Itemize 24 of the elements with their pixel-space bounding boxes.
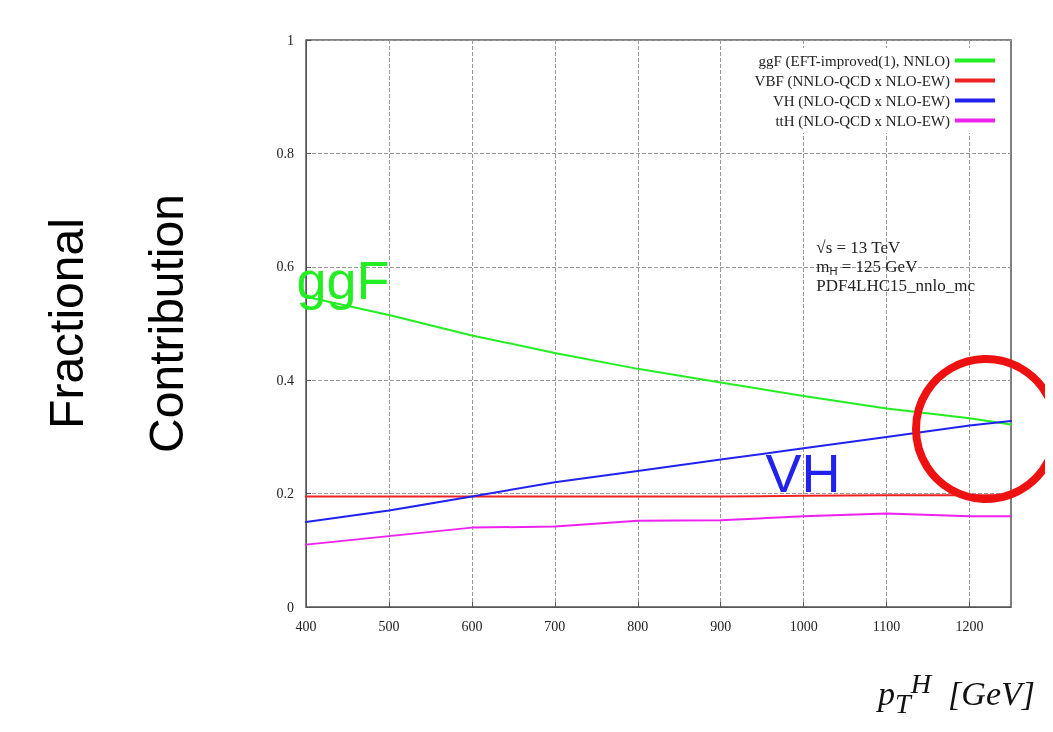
- x-tick-label: 1000: [789, 618, 818, 634]
- legend-label: ttH (NLO-QCD x NLO-EW): [775, 112, 950, 130]
- legend-label: VH (NLO-QCD x NLO-EW): [772, 92, 950, 110]
- x-tick-label: 400: [295, 618, 317, 634]
- x-tick-label: 1200: [955, 618, 984, 634]
- x-tick-label: 600: [461, 618, 483, 634]
- y-tick-label: 0.4: [276, 372, 294, 388]
- line-series: [305, 420, 1012, 523]
- x-tick-label: 700: [544, 618, 566, 634]
- y-axis-title: Fractional Contribution: [39, 194, 193, 453]
- line-series: [305, 512, 1012, 546]
- x-axis-title: p$_{T}$$^{H}$ [GeV]: [877, 668, 1035, 721]
- annotation: VH: [765, 443, 841, 503]
- x-tick-label: 800: [627, 618, 649, 634]
- x-tick-label: 900: [710, 618, 732, 634]
- legend-label: ggF (EFT-improved(1), NNLO): [758, 52, 950, 70]
- y-tick-label: 0.2: [276, 486, 294, 502]
- legend-label: VBF (NNLO-QCD x NLO-EW): [754, 72, 950, 90]
- x-tick-label: 1100: [872, 618, 901, 634]
- y-tick-label: 1: [287, 32, 294, 48]
- y-tick-label: 0.8: [276, 145, 294, 161]
- y-tick-label: 0: [287, 599, 294, 615]
- y-tick-label: 0.6: [276, 259, 294, 275]
- x-tick-label: 500: [378, 618, 400, 634]
